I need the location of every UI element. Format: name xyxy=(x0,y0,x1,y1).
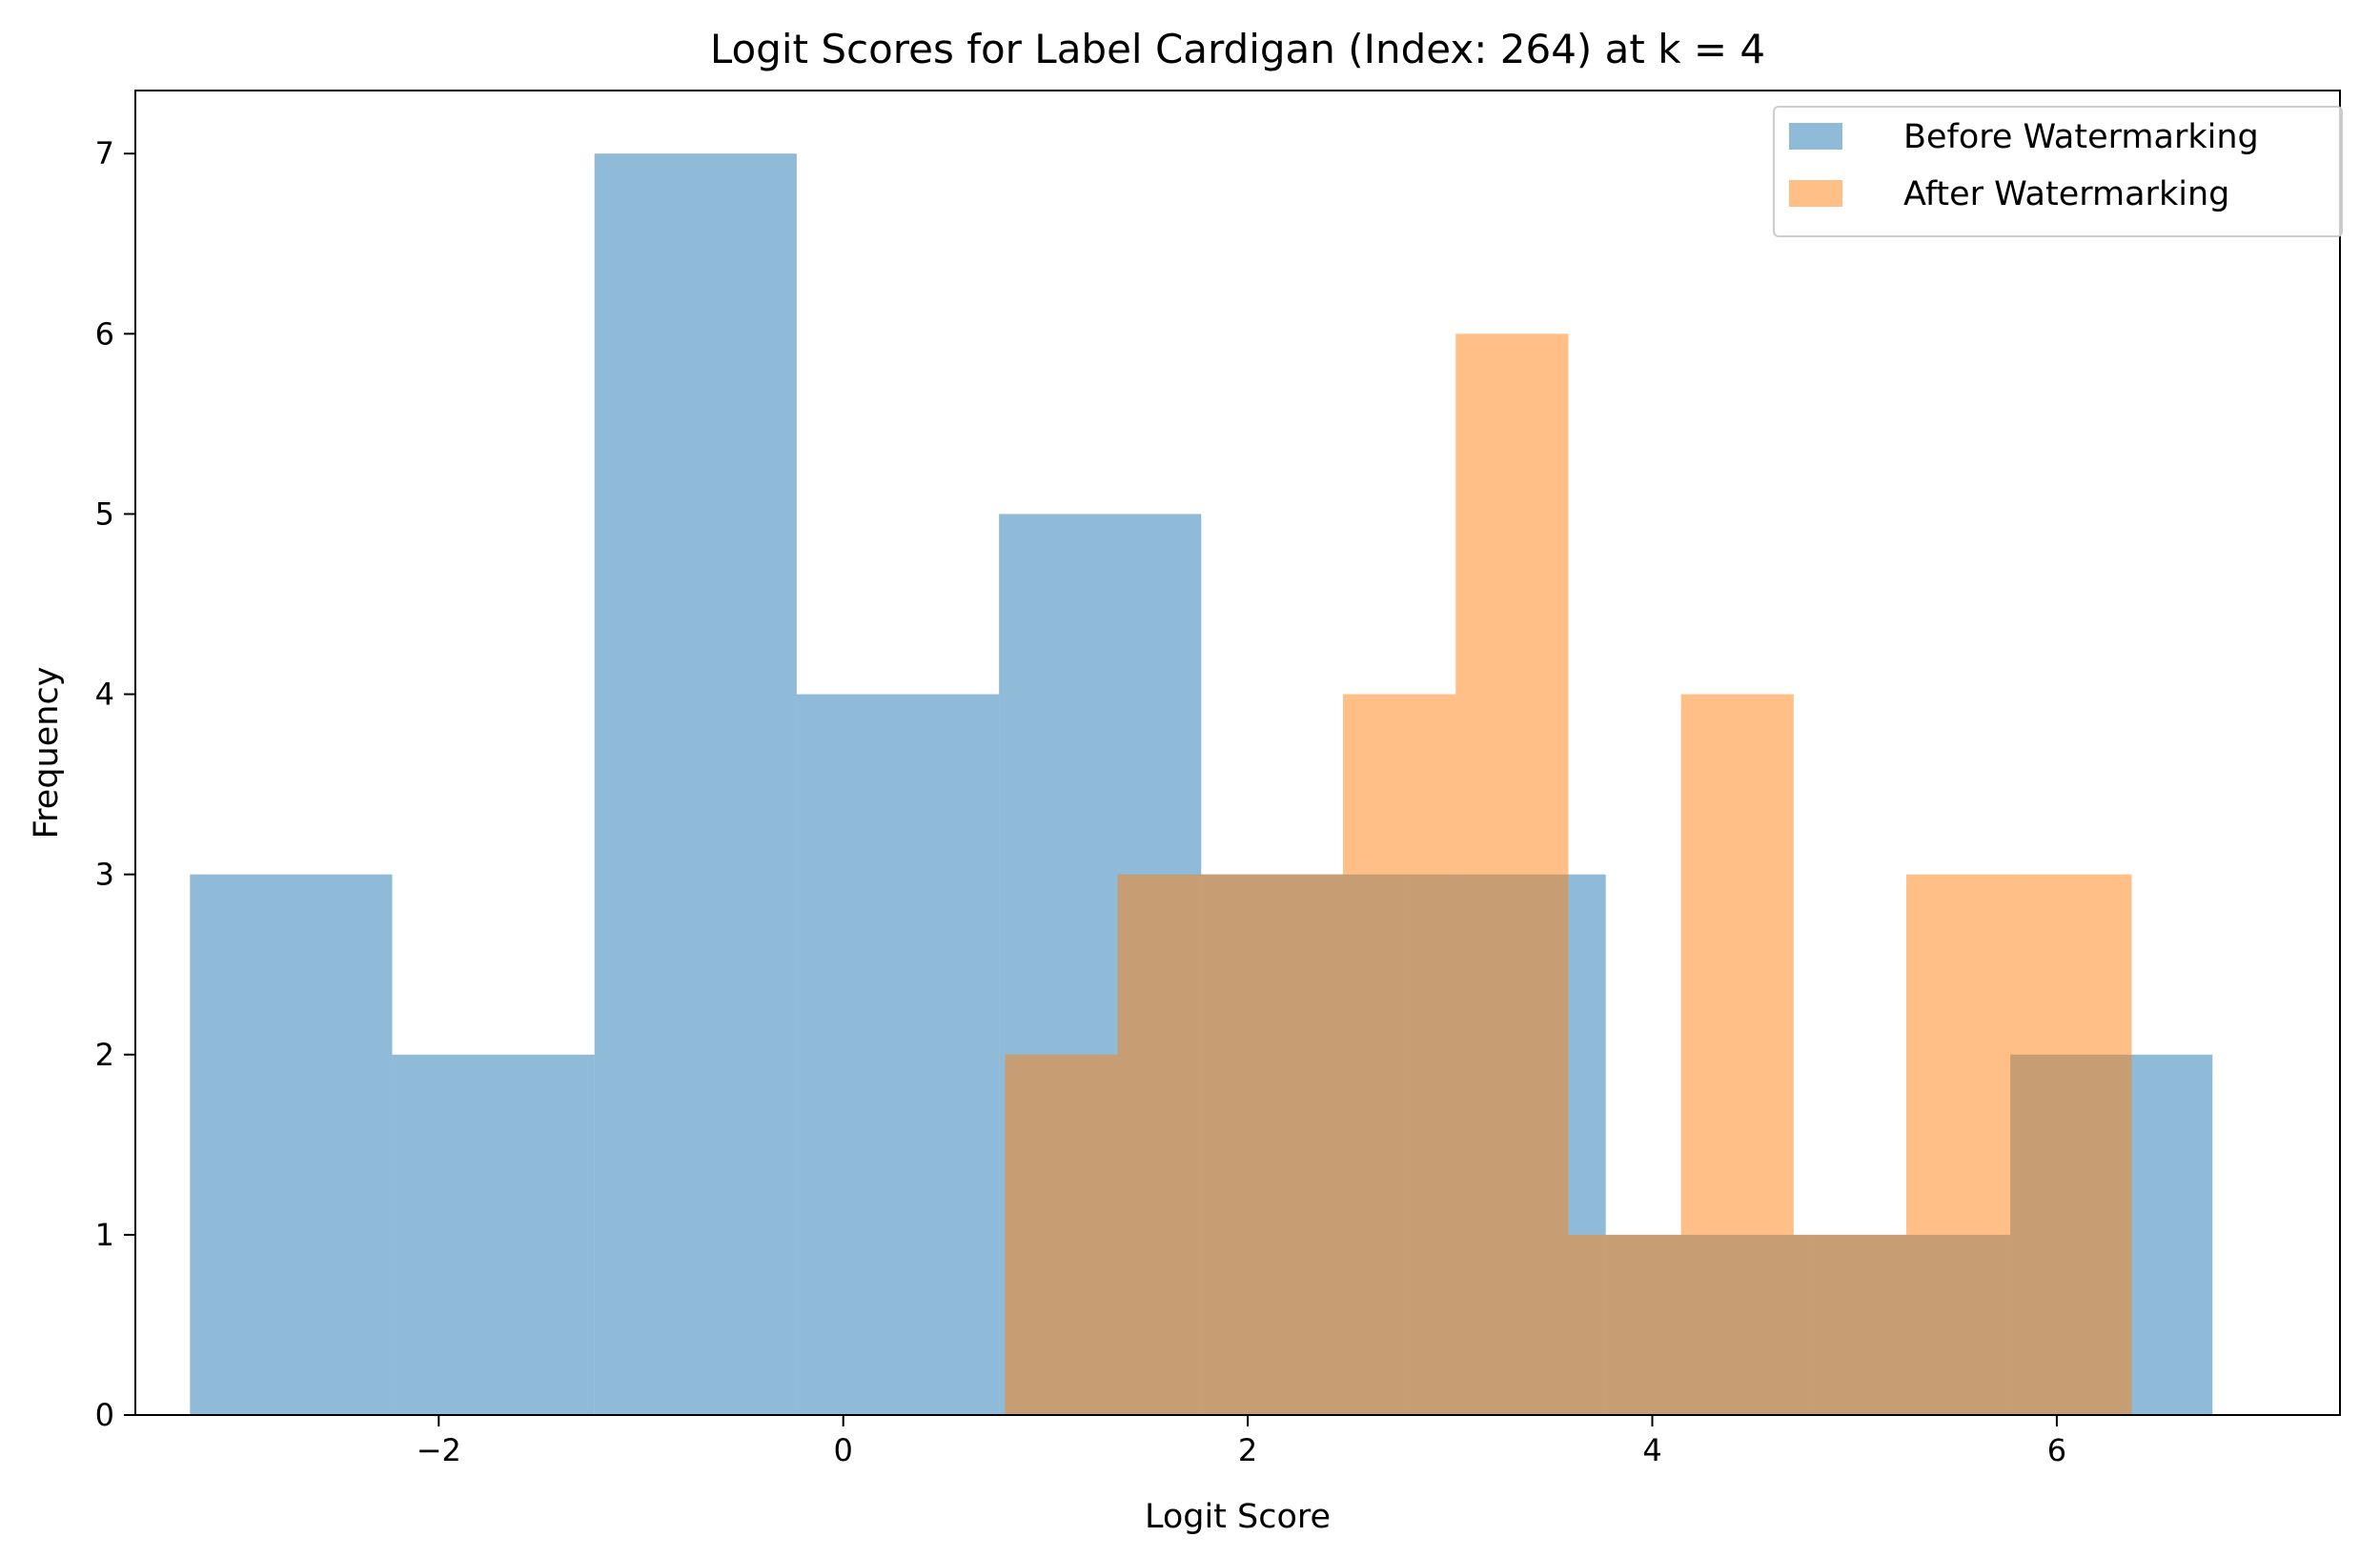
legend-swatch-before xyxy=(1789,123,1842,150)
y-tick-label: 0 xyxy=(95,1397,114,1433)
plot-area-frame xyxy=(134,90,2341,1416)
y-tick-label: 6 xyxy=(95,315,114,352)
y-axis: 0 1 2 3 4 5 6 7 xyxy=(95,135,135,1433)
y-tick-label: 7 xyxy=(95,135,114,172)
x-tick-label: 2 xyxy=(1238,1432,1257,1468)
x-tick-label: −2 xyxy=(417,1432,461,1468)
histogram-bar-after xyxy=(1005,1054,1118,1415)
histogram-bar-after xyxy=(1906,874,2020,1415)
legend: Before Watermarking After Watermarking xyxy=(1773,106,2343,237)
histogram-bar-after xyxy=(1793,1234,1907,1415)
histogram-bar-before xyxy=(392,1054,595,1415)
histogram-bar-after xyxy=(1455,334,1569,1415)
histogram-bar-after xyxy=(1343,694,1456,1415)
y-tick-label: 5 xyxy=(95,495,114,532)
x-tick-label: 4 xyxy=(1642,1432,1661,1468)
x-tick-label: 6 xyxy=(2047,1432,2066,1468)
histogram-bar-after xyxy=(1568,1234,1681,1415)
histogram-bar-before xyxy=(594,153,797,1416)
x-axis: −2 0 2 4 6 xyxy=(417,1415,2066,1468)
histogram-bars xyxy=(190,153,2213,1416)
y-tick-label: 4 xyxy=(95,677,114,713)
y-tick-label: 2 xyxy=(95,1037,114,1073)
y-tick-label: 3 xyxy=(95,857,114,893)
histogram-bar-after xyxy=(1230,874,1344,1415)
histogram-bar-after xyxy=(2019,874,2132,1415)
x-axis-label: Logit Score xyxy=(1145,1498,1331,1536)
legend-swatch-after xyxy=(1789,180,1842,207)
chart-title: Logit Scores for Label Cardigan (Index: … xyxy=(710,26,1765,72)
legend-label-before: Before Watermarking xyxy=(1903,118,2259,156)
histogram-bar-before xyxy=(190,874,393,1415)
legend-box xyxy=(1773,106,2343,237)
histogram-bar-before xyxy=(796,694,1000,1415)
x-tick-label: 0 xyxy=(834,1432,853,1468)
y-tick-label: 1 xyxy=(95,1217,114,1253)
legend-label-after: After Watermarking xyxy=(1903,175,2229,213)
histogram-bar-after xyxy=(1117,874,1231,1415)
histogram-bar-after xyxy=(1680,694,1794,1415)
y-axis-label: Frequency xyxy=(28,667,66,839)
